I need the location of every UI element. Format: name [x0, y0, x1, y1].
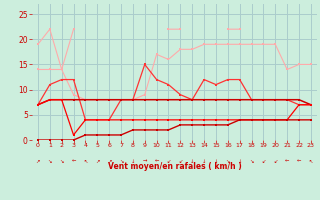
X-axis label: Vent moyen/en rafales ( km/h ): Vent moyen/en rafales ( km/h ) [108, 162, 241, 171]
